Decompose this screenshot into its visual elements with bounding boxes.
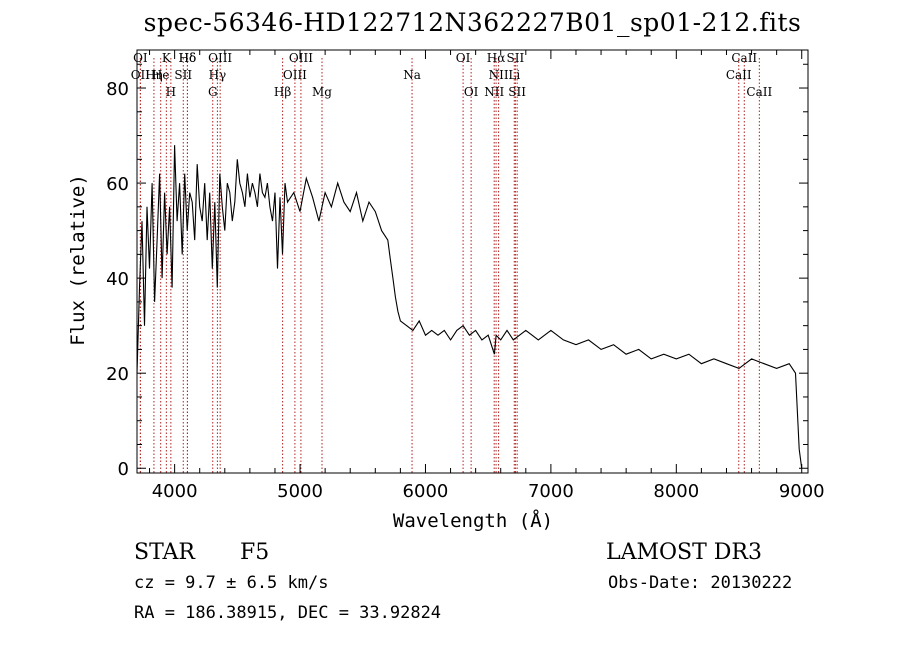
line-markers: [139, 58, 760, 473]
line-label: OIII: [283, 68, 307, 82]
line-label: Hα: [487, 51, 506, 65]
x-axis: 4000 5000 6000 7000 8000 9000: [149, 50, 825, 502]
line-label: OI: [456, 51, 471, 65]
redshift-value: cz = 9.7 ± 6.5 km/s: [134, 573, 329, 593]
line-label: OIII: [208, 51, 232, 65]
x-tick-label: 8000: [653, 481, 699, 502]
line-label: OIII: [289, 51, 313, 65]
y-tick-label: 60: [106, 174, 129, 195]
line-label: SII: [508, 85, 526, 99]
line-label: SII: [174, 68, 192, 82]
line-label: CaII: [746, 85, 772, 99]
line-label: Mg: [312, 85, 332, 99]
line-label: G: [208, 85, 218, 99]
x-tick-label: 4000: [152, 481, 198, 502]
survey-name: LAMOST DR3: [606, 540, 762, 565]
y-tick-label: 40: [106, 269, 129, 290]
line-label: OII: [131, 68, 151, 82]
x-tick-label: 6000: [403, 481, 449, 502]
line-label: Hδ: [179, 51, 197, 65]
line-label: SII: [507, 51, 525, 65]
line-label: K: [162, 51, 172, 65]
coordinates: RA = 186.38915, DEC = 33.92824: [134, 603, 442, 623]
spectrum-line: [136, 145, 803, 469]
y-axis-label: Flux (relative): [67, 174, 89, 346]
x-tick-label: 5000: [277, 481, 323, 502]
line-label: He: [152, 68, 170, 82]
line-label: CaII: [726, 68, 752, 82]
line-label: NII: [484, 85, 504, 99]
object-subclass: F5: [240, 540, 270, 565]
chart-title: spec-56346-HD122712N362227B01_sp01-212.f…: [143, 8, 802, 37]
y-axis: 0 20 40 60 80: [106, 63, 808, 480]
y-tick-label: 20: [106, 364, 129, 385]
line-label: NII: [489, 68, 509, 82]
line-label: Hβ: [274, 85, 291, 99]
line-label: OI: [464, 85, 479, 99]
line-label: Li: [508, 68, 520, 82]
observation-date: Obs-Date: 20130222: [608, 573, 793, 593]
y-tick-label: 0: [118, 459, 129, 480]
x-tick-label: 7000: [528, 481, 574, 502]
line-label: Hδ: [179, 51, 197, 65]
line-label: H: [166, 85, 176, 99]
line-label: OI: [133, 51, 148, 65]
line-label: Hη: [145, 68, 163, 82]
plot-frame: [136, 49, 809, 474]
x-tick-label: 9000: [779, 481, 825, 502]
y-tick-label: 80: [106, 79, 129, 100]
line-label: CaII: [731, 51, 757, 65]
object-class: STAR: [134, 540, 195, 565]
line-label: Na: [403, 68, 421, 82]
x-axis-label: Wavelength (Å): [392, 510, 554, 532]
line-label: Hγ: [209, 68, 227, 82]
